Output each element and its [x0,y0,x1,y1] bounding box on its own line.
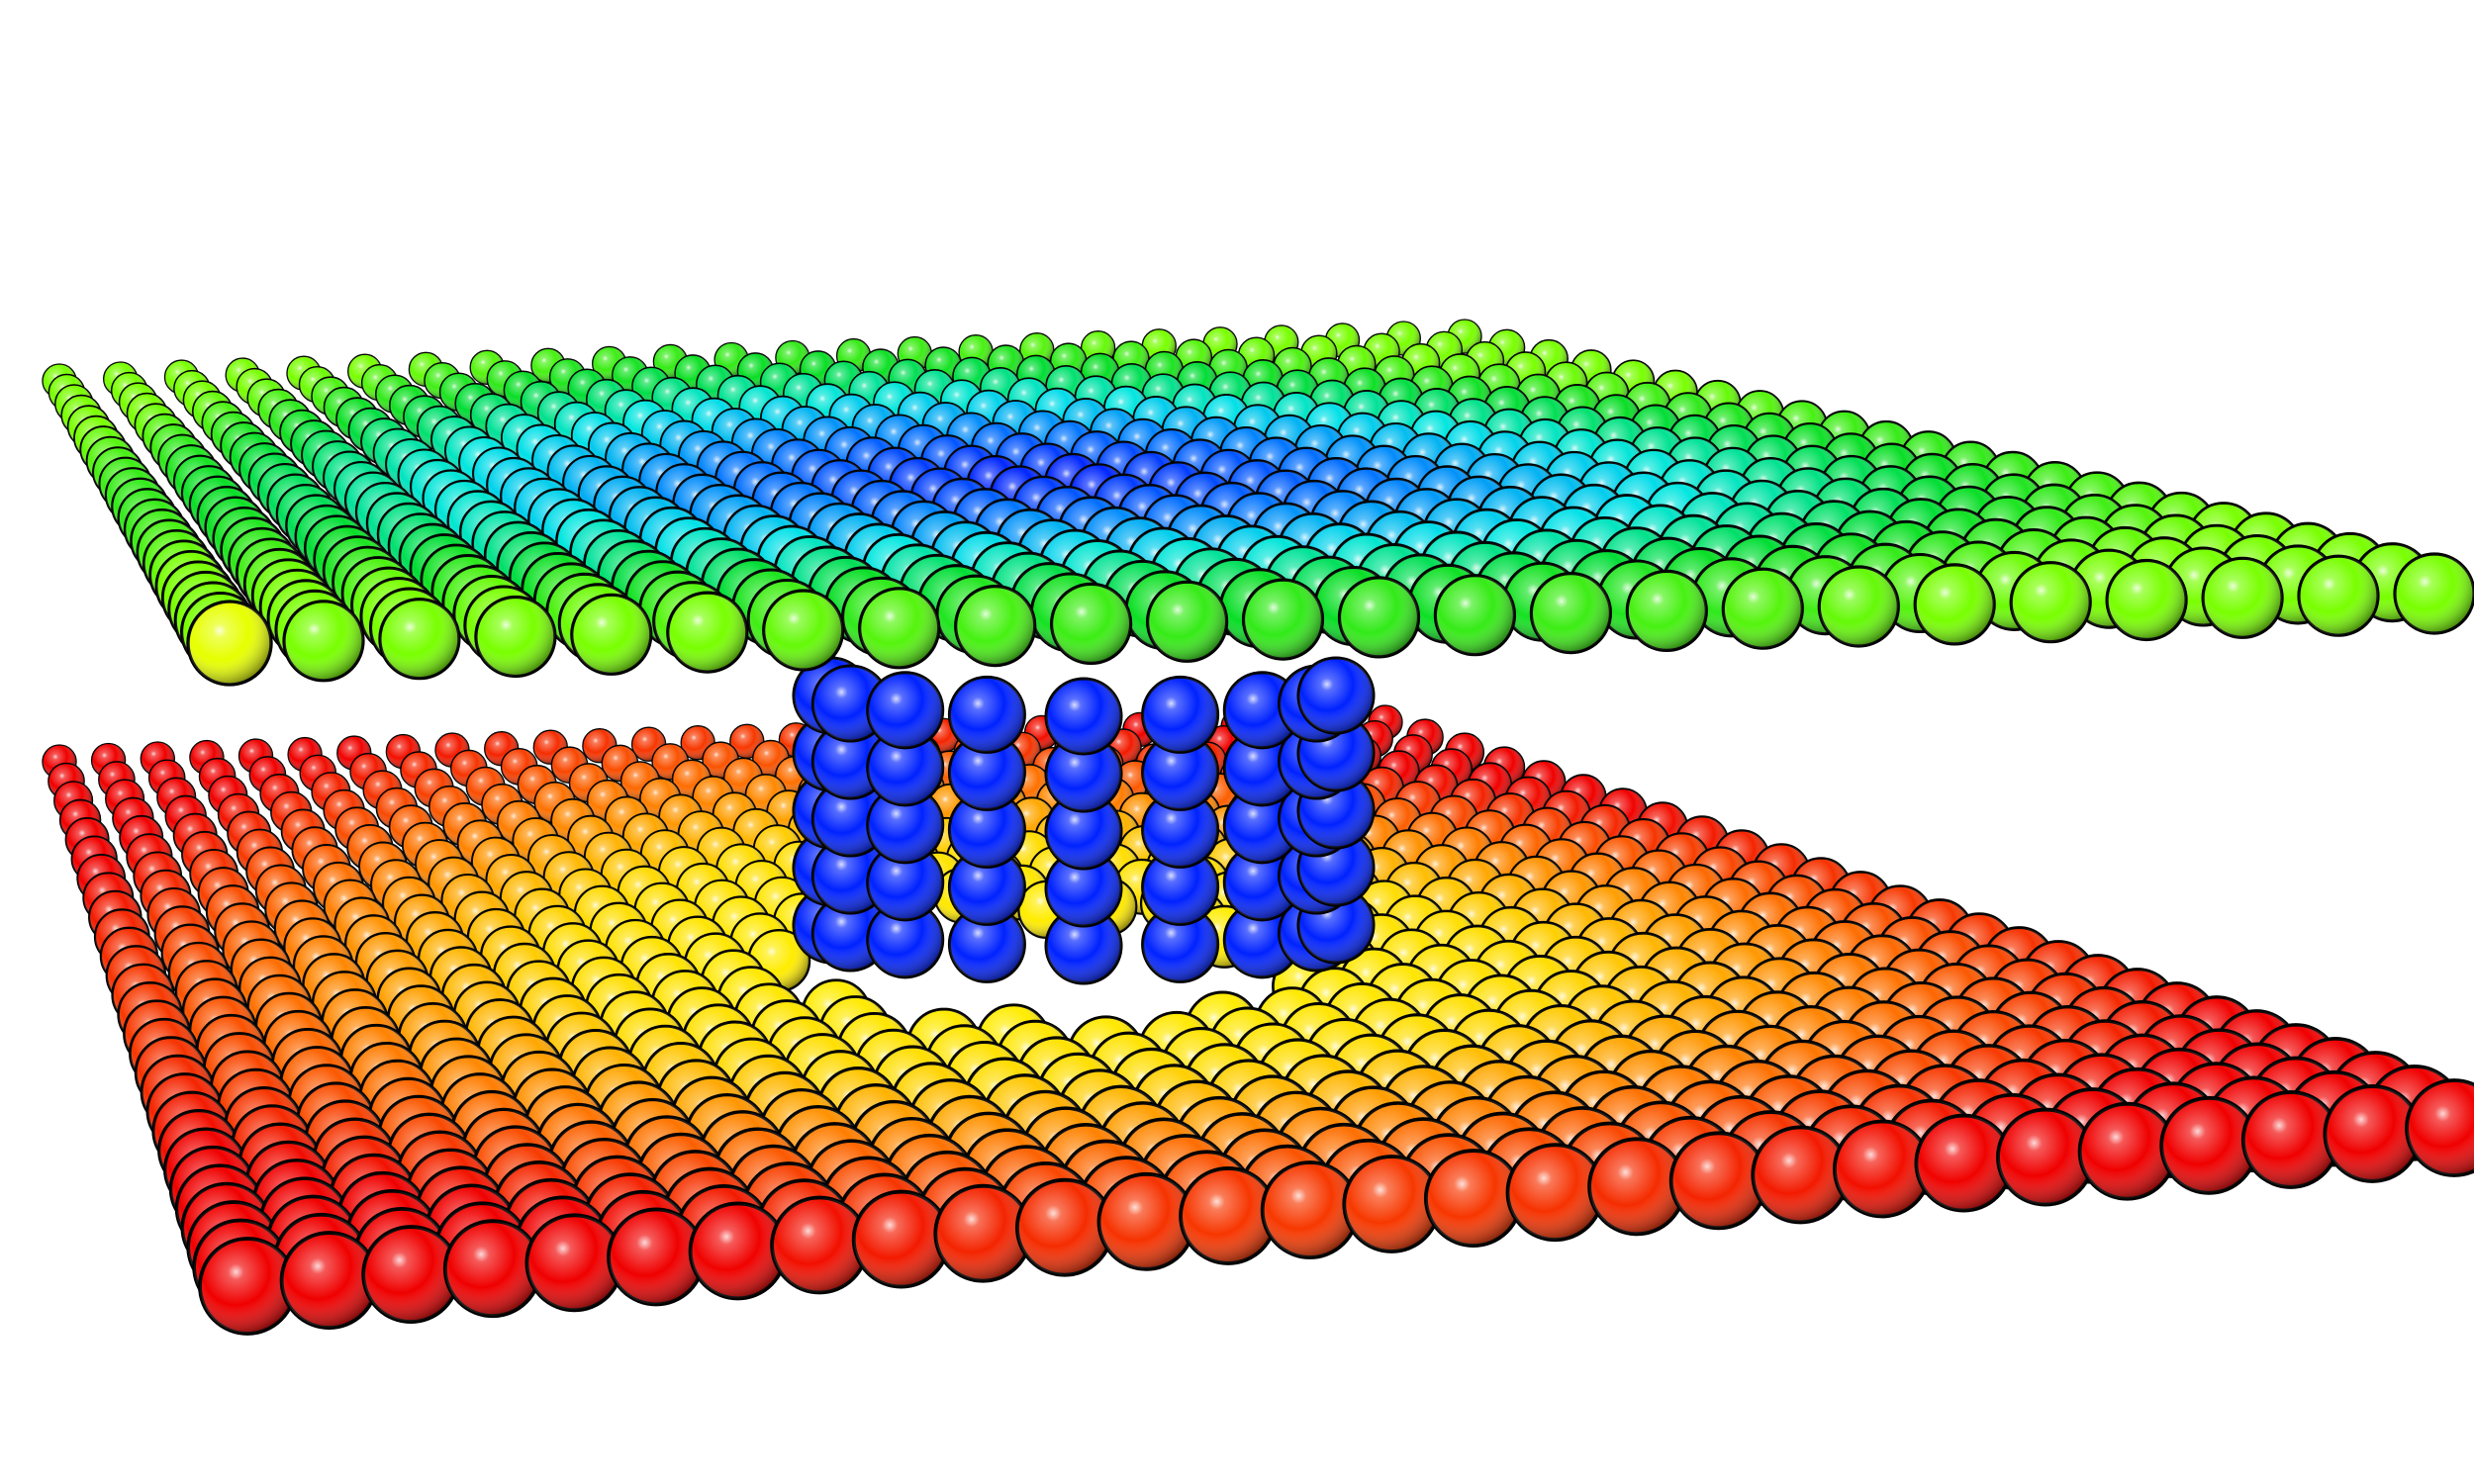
lower-sphere [1096,1171,1196,1271]
lower-sphere [1423,1149,1523,1249]
lower-sphere [2159,1095,2259,1195]
pillar-sphere [1141,904,1220,983]
upper-sphere [954,584,1037,668]
pillar-sphere [947,732,1026,811]
lower-sphere [442,1219,542,1319]
pillar-sphere [1044,677,1123,756]
upper-sphere [1049,582,1133,666]
lower-sphere [688,1201,788,1301]
pillar-sphere [947,675,1026,754]
upper-sphere [1817,565,1900,648]
upper-sphere [858,587,941,670]
lower-sphere [1342,1155,1442,1253]
pillar-sphere [1044,906,1123,985]
upper-sphere [1913,563,1996,646]
pillar-sphere [947,847,1026,926]
pillar-sphere [866,900,945,979]
pillar-sphere [947,904,1026,983]
pillar-sphere [1044,791,1123,871]
upper-sphere [474,595,557,679]
pillar-sphere [1296,656,1376,735]
upper-sphere [1625,569,1708,653]
pillar-sphere [866,843,945,922]
upper-sphere [762,589,845,672]
upper-sphere [1145,580,1229,663]
upper-sphere [1433,574,1517,657]
lower-sphere [279,1231,379,1331]
pillar-sphere [1044,849,1123,928]
lower-sheet [42,704,2474,1336]
upper-sphere [1241,578,1325,661]
lower-sphere [1751,1125,1851,1225]
upper-sphere [570,593,653,676]
upper-sphere [1337,576,1421,659]
lower-sphere [198,1237,297,1336]
pillar-sphere [866,786,945,865]
upper-sphere [2393,552,2474,635]
upper-sphere [378,598,461,681]
pillar-sphere [866,671,945,750]
upper-sphere [1721,567,1804,650]
lower-sphere [607,1207,706,1307]
upper-sphere [282,600,365,683]
upper-sphere [2297,554,2380,637]
upper-sphere [2105,558,2188,642]
pillar-sphere [1141,675,1220,754]
lower-sphere [1668,1131,1768,1231]
upper-sheet [42,319,2474,687]
lower-sphere [2405,1078,2474,1177]
lower-sphere [1014,1177,1114,1277]
lower-sphere [2077,1101,2177,1201]
upper-corner-sphere [186,600,273,687]
pillar-sphere [947,789,1026,869]
upper-sphere [1529,571,1613,655]
lower-sphere [1179,1165,1279,1265]
upper-sphere [2009,561,2092,644]
lower-sphere [770,1195,870,1295]
lower-sphere [1587,1137,1687,1237]
pillar-sphere [1141,732,1220,811]
lower-sphere [2323,1083,2423,1183]
lower-sphere [2240,1089,2340,1189]
pillar-sphere [866,728,945,807]
upper-sphere [2201,556,2284,639]
lower-sphere [1260,1160,1360,1259]
upper-sphere [666,591,749,674]
lower-sphere [147,759,186,797]
pillar-sphere [1141,847,1220,926]
lower-sphere [361,1225,461,1325]
lower-sphere [1914,1113,2014,1213]
blue-pillar [792,656,1376,985]
pillar-sphere [1141,789,1220,869]
